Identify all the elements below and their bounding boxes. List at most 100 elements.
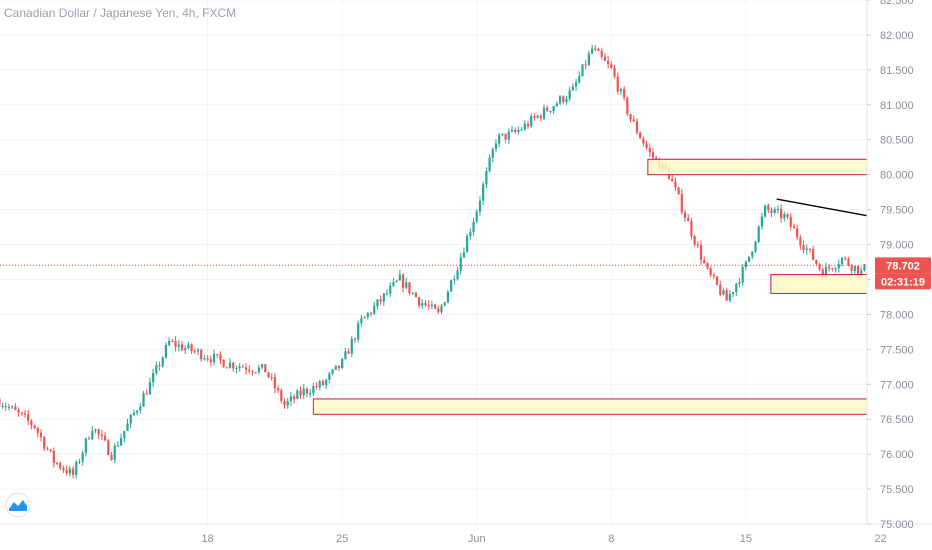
candle-body xyxy=(542,107,546,119)
candle-body xyxy=(526,123,530,127)
candle-body xyxy=(715,276,719,285)
candle-body xyxy=(212,354,216,363)
candle-body xyxy=(555,103,558,107)
candle-body xyxy=(254,372,257,374)
candle-body xyxy=(549,110,552,112)
candle-body xyxy=(712,274,715,277)
candle-body xyxy=(642,138,645,144)
candle-body xyxy=(472,221,475,232)
candle-body xyxy=(219,354,222,360)
candle-body xyxy=(632,119,635,122)
candle-body xyxy=(75,462,78,475)
candle-body xyxy=(533,116,536,118)
candle-body xyxy=(71,468,75,475)
candle-body xyxy=(200,349,203,360)
candle-body xyxy=(33,425,36,429)
candle-body xyxy=(225,367,228,369)
demand-zone[interactable] xyxy=(312,398,932,415)
candle-body xyxy=(392,281,395,286)
candle-body xyxy=(216,354,219,356)
candle-body xyxy=(360,318,363,324)
candle-series xyxy=(0,44,932,479)
candle-body xyxy=(437,308,440,312)
candle-body xyxy=(699,245,703,261)
price-axis-label: 78.000 xyxy=(880,309,914,321)
candle-body xyxy=(789,216,792,227)
candle-body xyxy=(693,236,696,245)
price-axis-label: 80.500 xyxy=(880,135,914,147)
candle-body xyxy=(767,205,770,211)
candle-body xyxy=(594,48,597,50)
candle-body xyxy=(856,266,860,275)
candle-body xyxy=(853,266,856,272)
candle-body xyxy=(1,406,4,408)
time-axis[interactable]: 1825Jun8152229Jul713 xyxy=(201,533,932,545)
candle-body xyxy=(815,260,818,265)
candle-body xyxy=(603,56,607,61)
candle-body xyxy=(706,263,709,269)
price-axis-label: 79.500 xyxy=(880,205,914,217)
candle-body xyxy=(152,372,155,383)
candle-body xyxy=(687,217,690,222)
price-axis-label: 80.000 xyxy=(880,170,914,182)
candle-body xyxy=(267,372,270,378)
candle-body xyxy=(501,133,504,136)
candle-body xyxy=(49,449,52,451)
candle-body xyxy=(552,106,555,111)
drawings[interactable] xyxy=(0,175,932,388)
candle-body xyxy=(376,299,379,306)
candle-body xyxy=(270,377,273,379)
candle-body xyxy=(760,216,764,227)
price-axis-label: 76.500 xyxy=(880,414,914,426)
candle-body xyxy=(751,251,754,257)
candle-body xyxy=(645,143,648,148)
candle-body xyxy=(834,268,837,270)
candle-body xyxy=(417,297,421,306)
candle-body xyxy=(331,369,334,374)
candle-body xyxy=(411,292,414,294)
candle-body xyxy=(27,414,30,421)
candle-body xyxy=(174,340,177,347)
candle-body xyxy=(251,371,254,373)
candle-body xyxy=(84,438,87,453)
candle-body xyxy=(293,396,296,399)
trendline[interactable] xyxy=(776,198,932,262)
candle-body xyxy=(228,362,232,368)
candle-body xyxy=(296,390,299,399)
candle-body xyxy=(741,266,744,283)
candle-body xyxy=(597,48,600,51)
candle-body xyxy=(94,429,97,431)
candle-body xyxy=(126,423,129,431)
candle-body xyxy=(321,381,325,386)
candle-body xyxy=(116,445,120,447)
candle-body xyxy=(703,260,706,264)
candle-body xyxy=(539,115,542,119)
upper-zone[interactable] xyxy=(647,158,932,176)
candle-body xyxy=(696,244,699,246)
chart-grid xyxy=(0,0,881,525)
candle-body xyxy=(517,129,520,133)
candle-body xyxy=(302,388,305,396)
candle-body xyxy=(184,348,187,351)
tradingview-logo-icon[interactable] xyxy=(5,492,31,518)
candle-body xyxy=(629,113,632,120)
candle-body xyxy=(546,107,549,112)
candle-body xyxy=(469,231,472,236)
candle-body xyxy=(235,367,238,369)
candle-body xyxy=(562,96,565,103)
candle-body xyxy=(456,270,459,280)
last-price-badge xyxy=(875,257,931,274)
candle-body xyxy=(139,406,142,411)
candle-body xyxy=(257,367,260,373)
candle-body xyxy=(190,344,193,352)
candle-body xyxy=(783,214,786,219)
candle-body xyxy=(610,64,613,68)
price-axis-label: 81.500 xyxy=(880,65,914,77)
candle-body xyxy=(578,75,581,83)
candle-body xyxy=(168,340,171,346)
candle-body xyxy=(87,438,91,440)
zone-rectangles[interactable] xyxy=(312,158,932,415)
candle-body xyxy=(280,390,283,402)
price-axis-label: 75.000 xyxy=(880,519,914,531)
